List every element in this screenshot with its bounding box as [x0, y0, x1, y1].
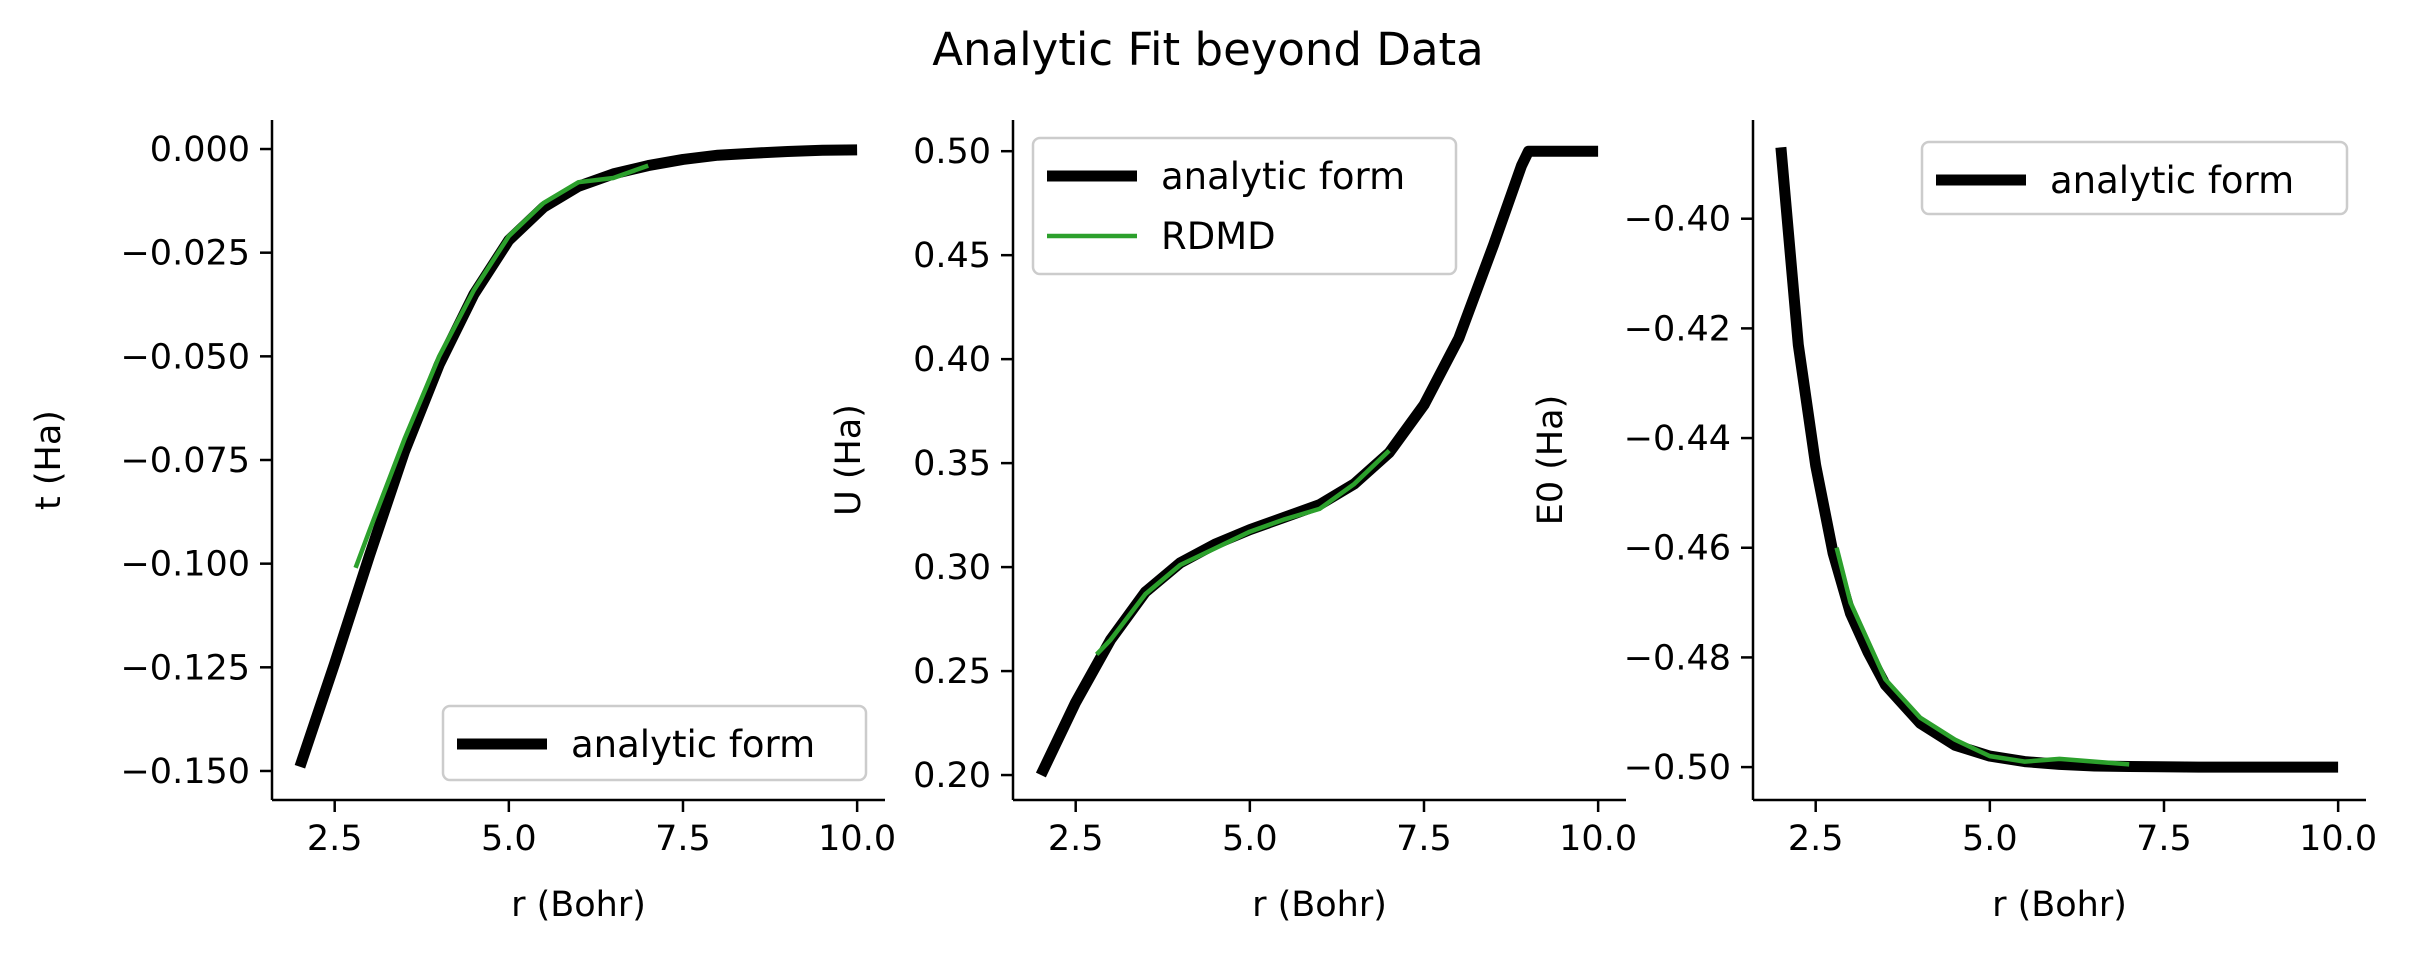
series-analytic-form-line — [1775, 146, 2339, 773]
x-tick-label: 10.0 — [2299, 819, 2377, 859]
series-rdmd-line — [1834, 547, 2130, 767]
x-tick-label: 10.0 — [818, 819, 896, 859]
legend: analytic form RDMD — [1031, 136, 1458, 276]
x-tick-label: 7.5 — [2136, 819, 2192, 859]
x-tick-label: 7.5 — [655, 819, 711, 859]
x-tick-label: 5.0 — [1222, 819, 1278, 859]
y-tick-label: −0.48 — [1624, 638, 1731, 678]
y-tick-label: −0.50 — [1624, 748, 1731, 788]
legend-label-analytic-form: analytic form — [571, 723, 815, 766]
y-tick-label: 0.40 — [913, 340, 991, 380]
x-tick-label: 2.5 — [1788, 819, 1844, 859]
series-analytic-form-line — [294, 144, 858, 769]
figure-title: Analytic Fit beyond Data — [932, 23, 1484, 76]
y-tick-label: 0.45 — [913, 236, 991, 276]
x-tick-label: 2.5 — [307, 819, 363, 859]
y-tick-label: 0.000 — [150, 130, 250, 170]
x-axis-label: r (Bohr) — [1992, 885, 2127, 925]
x-tick-label: 2.5 — [1048, 819, 1104, 859]
legend-frame — [1920, 140, 2349, 216]
y-tick-label: 0.25 — [913, 652, 991, 692]
series-rdmd-line — [1094, 448, 1391, 656]
x-axis-label: r (Bohr) — [1252, 885, 1387, 925]
x-tick-label: 7.5 — [1396, 819, 1452, 859]
y-tick-label: −0.075 — [120, 441, 250, 481]
x-axis-label: r (Bohr) — [511, 885, 646, 925]
y-tick-label: 0.50 — [913, 132, 991, 172]
series-rdmd-line — [353, 163, 649, 569]
legend-frame — [441, 704, 868, 782]
y-tick-label: −0.025 — [120, 234, 250, 274]
panel-t: 2.5 5.0 7.5 10.0 0.000 −0.025 −0.050 −0.075 −0.1… — [29, 120, 896, 925]
legend: analytic form — [1920, 140, 2349, 216]
y-axis-label: t (Ha) — [29, 410, 69, 510]
y-tick-label: 0.35 — [913, 444, 991, 484]
x-tick-label: 10.0 — [1559, 819, 1637, 859]
y-tick-label: 0.30 — [913, 548, 991, 588]
y-axis-label: U (Ha) — [829, 404, 869, 516]
y-tick-label: −0.050 — [120, 337, 250, 377]
y-tick-label: −0.40 — [1624, 200, 1731, 240]
y-tick-label: −0.46 — [1624, 529, 1731, 569]
y-tick-label: −0.150 — [120, 752, 250, 792]
legend: analytic form — [441, 704, 868, 782]
y-tick-label: −0.42 — [1624, 309, 1731, 349]
y-axis-label: E0 (Ha) — [1531, 395, 1571, 526]
legend-label-analytic-form: analytic form — [1161, 155, 1405, 198]
x-tick-label: 5.0 — [481, 819, 537, 859]
legend-label-analytic-form: analytic form — [2050, 159, 2294, 202]
y-tick-label: −0.125 — [120, 648, 250, 688]
y-tick-label: 0.20 — [913, 756, 991, 796]
legend-label-rdmd: RDMD — [1161, 215, 1276, 258]
legend-frame — [1031, 136, 1458, 276]
y-tick-label: −0.100 — [120, 545, 250, 585]
x-tick-label: 5.0 — [1962, 819, 2018, 859]
y-tick-label: −0.44 — [1624, 419, 1731, 459]
panel-u: 2.5 5.0 7.5 10.0 0.20 0.25 0.30 0.35 0.40 0.45 0.5… — [829, 120, 1637, 925]
panel-e0: 2.5 5.0 7.5 10.0 −0.40 −0.42 −0.44 −0.46 −0.48 −0… — [1531, 120, 2377, 925]
